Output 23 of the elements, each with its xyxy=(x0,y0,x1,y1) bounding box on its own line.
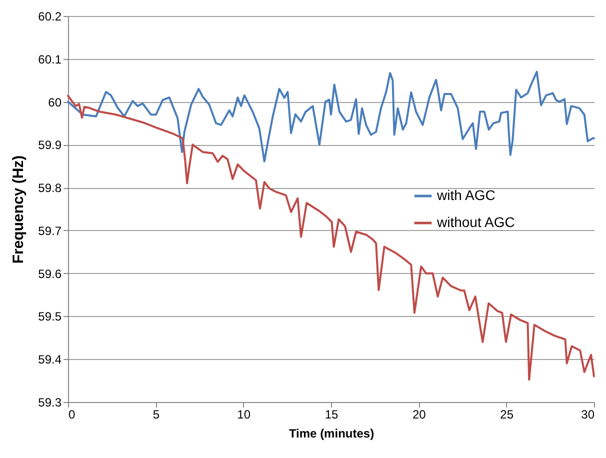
y-tick-label: 59.9 xyxy=(38,138,62,152)
x-tick-label: 0 xyxy=(68,408,76,422)
y-tick-label: 59.8 xyxy=(38,181,62,196)
y-tick-label: 60.1 xyxy=(38,52,62,66)
x-tick-label: 5 xyxy=(152,408,160,422)
y-tick-label: 59.7 xyxy=(38,224,62,238)
x-tick-label: 10 xyxy=(237,408,251,422)
y-tick-label: 60.2 xyxy=(38,10,62,24)
y-tick-label: 59.5 xyxy=(38,310,62,324)
line-series xyxy=(67,94,595,381)
x-tick-label: 30 xyxy=(581,408,595,422)
x-tick-label: 15 xyxy=(324,408,338,422)
y-axis-title: Frequency (Hz) xyxy=(10,155,28,264)
y-tick-label: 60 xyxy=(48,95,62,110)
legend-label: without AGC xyxy=(436,214,515,230)
y-tick-label: 59.6 xyxy=(38,266,62,281)
line-series xyxy=(67,70,595,162)
y-tick-label: 59.4 xyxy=(38,352,62,367)
legend-label: with AGC xyxy=(436,187,496,203)
x-tick-label: 20 xyxy=(412,408,426,422)
x-tick-label: 25 xyxy=(500,408,514,422)
x-axis-title: Time (minutes) xyxy=(288,426,374,440)
y-tick-label: 59.3 xyxy=(38,396,62,410)
